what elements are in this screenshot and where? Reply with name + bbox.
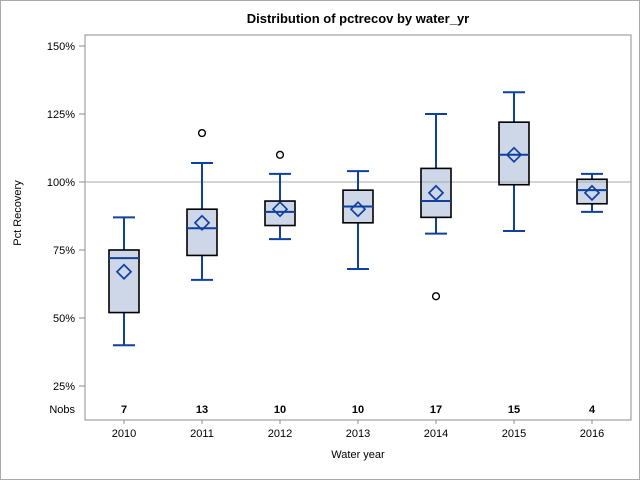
y-tick-label: 100% (47, 177, 75, 189)
box-fill-2015 (499, 122, 529, 185)
mean-diamond-2012 (271, 200, 289, 218)
y-tick-label: 125% (47, 109, 75, 121)
outlier-2012 (275, 150, 285, 159)
outlier-2014 (431, 292, 441, 301)
nobs-value-2016: 4 (589, 404, 596, 416)
y-tick-label: 150% (47, 41, 75, 53)
x-tick-label-2013: 2013 (346, 428, 370, 440)
box-border-2016 (576, 178, 608, 205)
x-tick-label-2012: 2012 (268, 428, 292, 440)
x-tick-label-2011: 2011 (190, 428, 214, 440)
mean-diamond-2015 (505, 146, 523, 164)
x-tick-label-2014: 2014 (424, 428, 448, 440)
x-tick-label-2016: 2016 (580, 428, 604, 440)
mean-diamond-2011 (193, 214, 211, 232)
mean-diamond-2016 (583, 184, 601, 202)
box-fill-2014 (421, 168, 451, 218)
x-tick-label-2010: 2010 (112, 428, 136, 440)
nobs-value-2012: 10 (274, 404, 286, 416)
box-border-2010 (108, 249, 140, 314)
box-fill-2012 (265, 201, 295, 226)
y-tick-label: 25% (53, 381, 75, 393)
nobs-value-2013: 10 (352, 404, 364, 416)
box-border-2011 (186, 208, 218, 257)
box-border-2014 (420, 167, 452, 219)
x-tick-label-2015: 2015 (502, 428, 526, 440)
box-border-2015 (498, 121, 530, 186)
mean-diamond-2010 (115, 263, 133, 280)
y-tick-label: 50% (53, 313, 75, 325)
chart-title: Distribution of pctrecov by water_yr (246, 11, 470, 26)
nobs-value-2010: 7 (121, 404, 127, 416)
nobs-value-2014: 17 (430, 404, 442, 416)
x-axis-title: Water year (331, 449, 385, 461)
mean-diamond-2013 (349, 200, 367, 218)
nobs-value-2015: 15 (508, 404, 520, 416)
nobs-label: Nobs (49, 404, 75, 416)
mean-diamond-2014 (427, 184, 445, 202)
y-tick-label: 75% (53, 245, 75, 257)
outlier-2011 (197, 128, 207, 138)
nobs-value-2011: 13 (196, 404, 208, 416)
box-fill-2010 (109, 250, 139, 313)
